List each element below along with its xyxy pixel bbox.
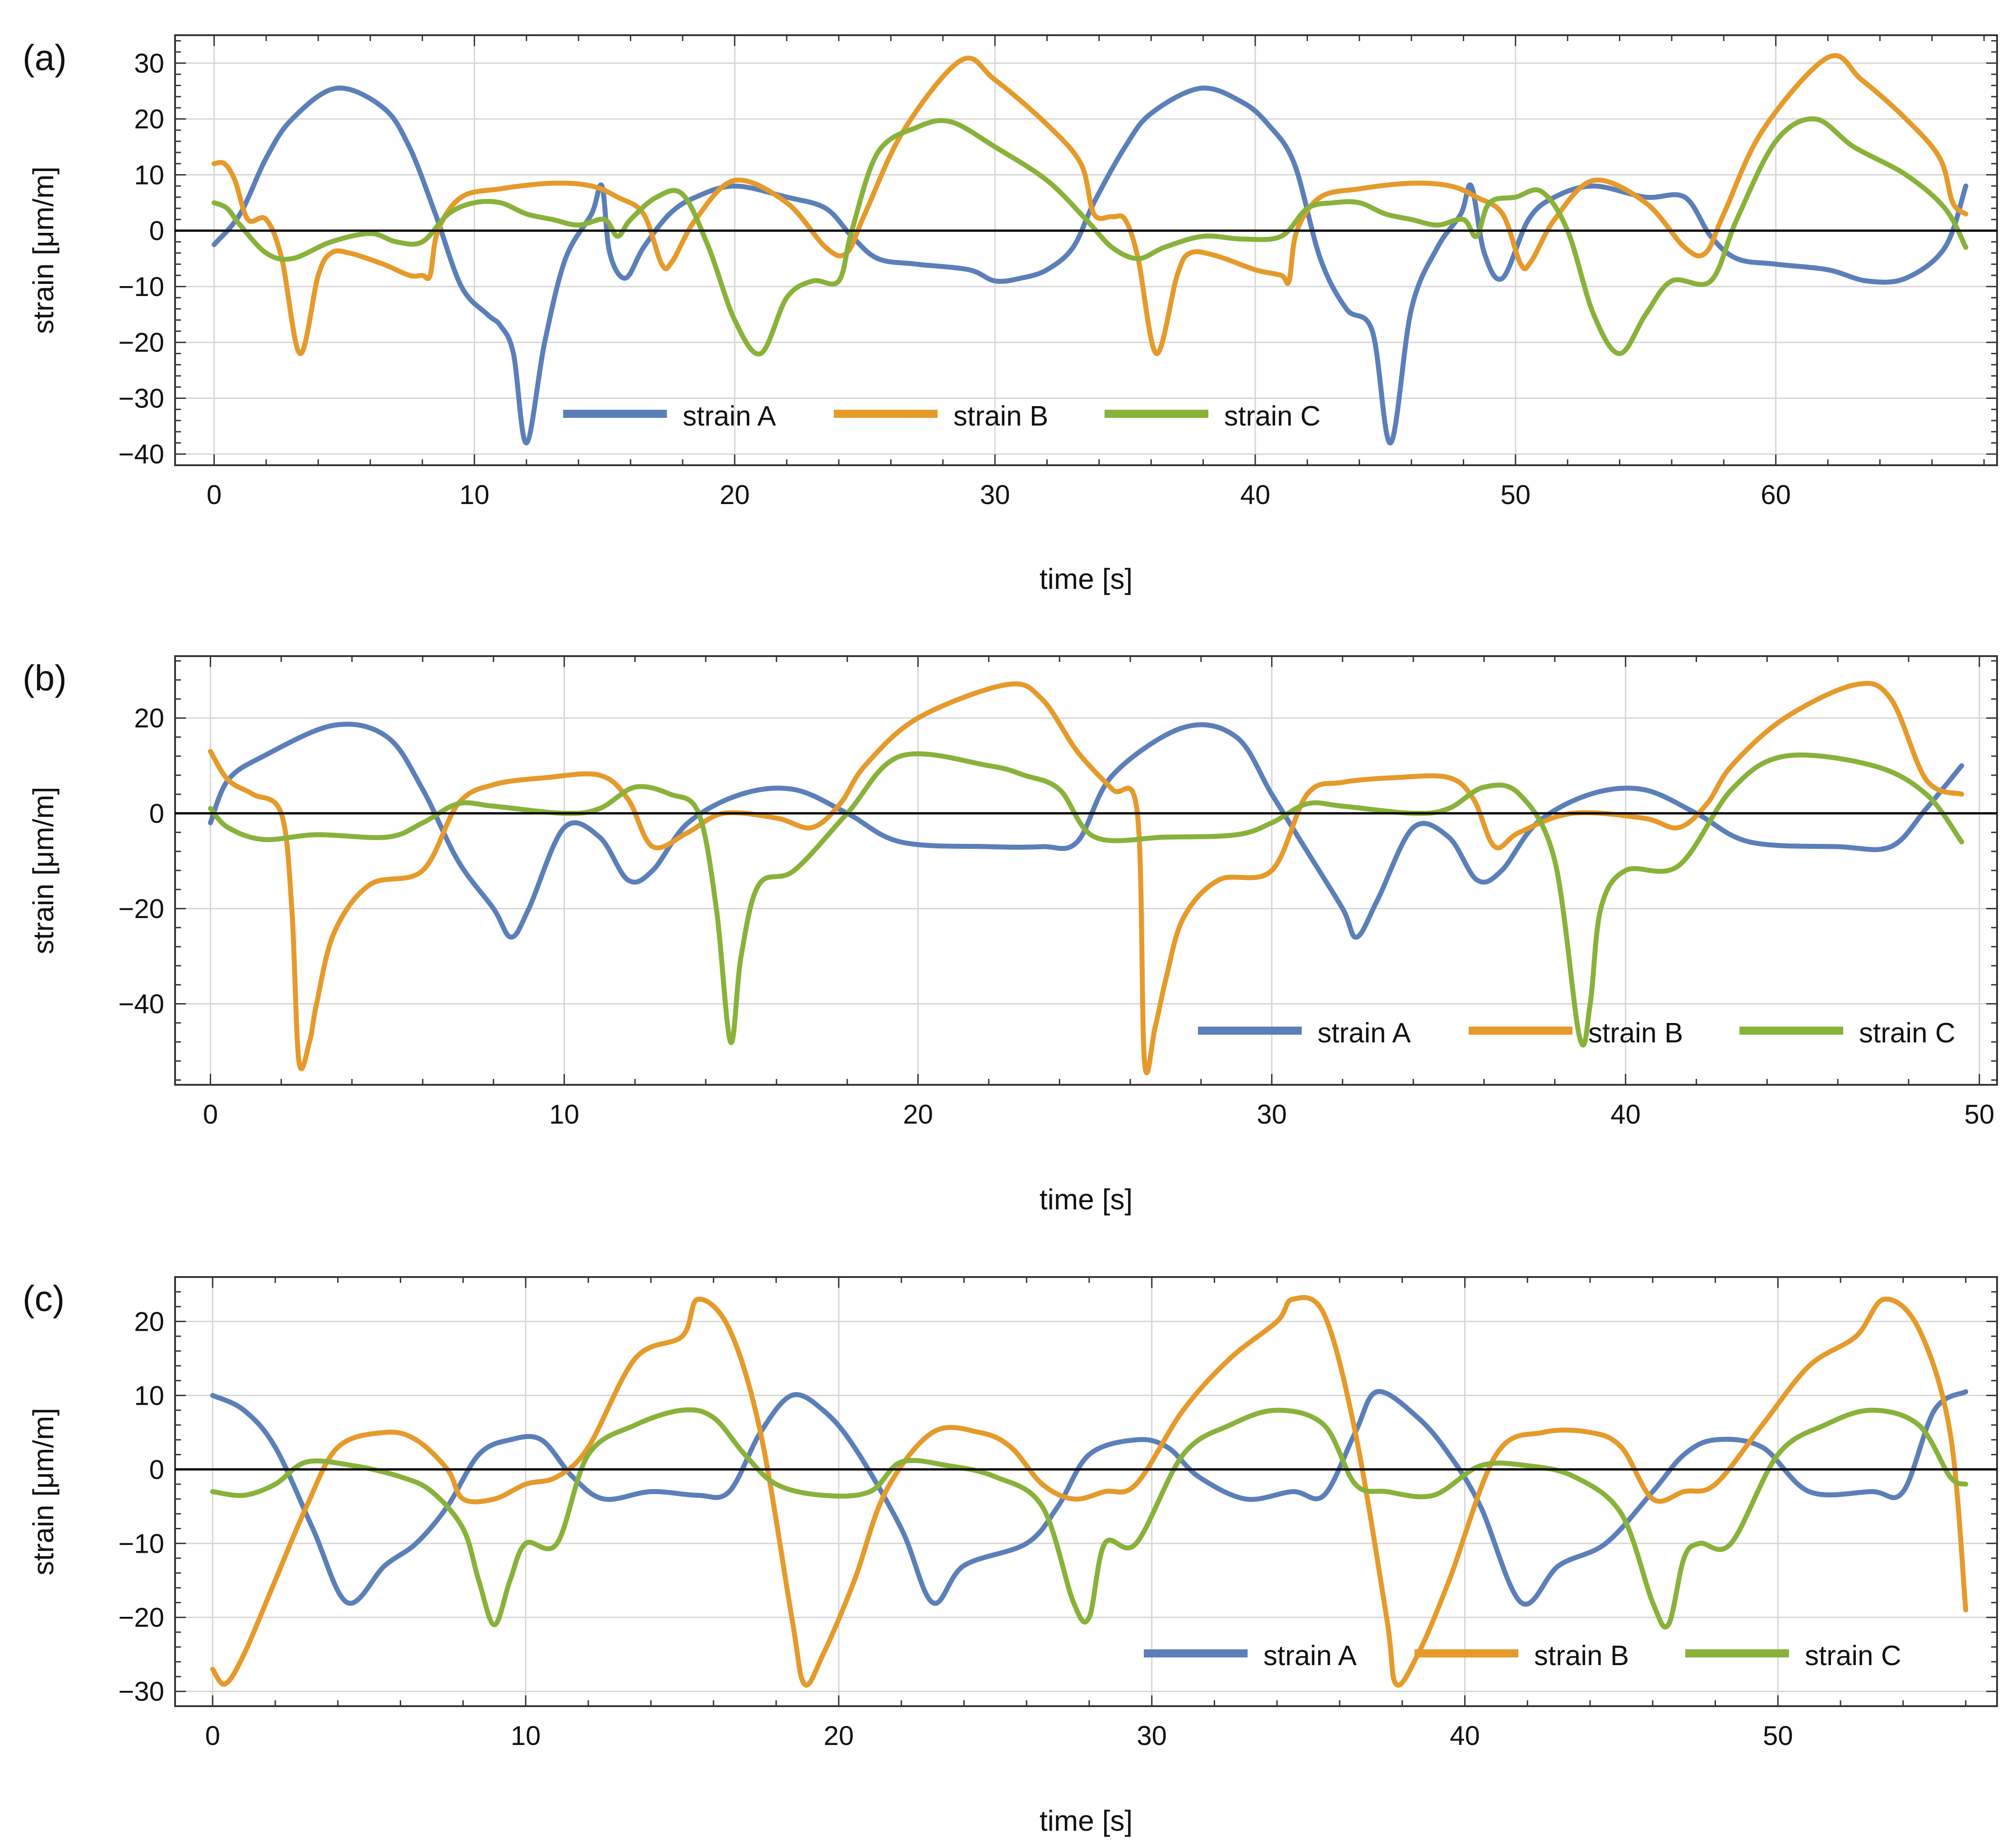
plot-frame xyxy=(174,34,1998,466)
x-tick-label: 50 xyxy=(1500,480,1530,510)
x-tick-label: 60 xyxy=(1761,480,1791,510)
plot-area xyxy=(175,656,1997,1085)
x-tick-label: 50 xyxy=(1763,1721,1793,1751)
y-axis-title: strain [μm/m] xyxy=(27,167,60,334)
y-tick-label: 20 xyxy=(134,1306,164,1337)
x-axis-title: time [s] xyxy=(1040,1183,1133,1216)
legend-label-strain-b: strain B xyxy=(953,401,1048,432)
y-tick-label: 20 xyxy=(134,703,164,733)
legend-label-strain-b: strain B xyxy=(1588,1018,1683,1049)
x-tick-label: 40 xyxy=(1610,1099,1641,1129)
x-axis-title: time [s] xyxy=(1040,563,1133,595)
x-tick-label: 10 xyxy=(549,1099,579,1129)
plot-frame xyxy=(174,1276,1998,1707)
panel-label: (a) xyxy=(23,37,67,78)
y-tick-label: −40 xyxy=(118,989,164,1019)
axis-ticks xyxy=(175,656,1997,1085)
x-tick-label: 40 xyxy=(1450,1721,1480,1751)
plot-area xyxy=(175,1277,1997,1706)
legend-label-strain-c: strain C xyxy=(1859,1018,1956,1049)
series-line-strain-c xyxy=(212,116,1969,356)
legend: strain A strain B strain C xyxy=(1144,1640,1901,1671)
legend-label-strain-a: strain A xyxy=(1318,1018,1411,1049)
x-tick-label: 30 xyxy=(1137,1721,1167,1751)
chart-panel-0: 0 10 20 30 40 50 60 −40 −30 −20 −10 0 10 20 30 strain A… xyxy=(23,34,1998,595)
series-line-strain-a xyxy=(212,85,1969,446)
series-line-strain-a xyxy=(210,1389,1969,1607)
x-tick-label: 40 xyxy=(1240,480,1271,510)
y-tick-label: 10 xyxy=(134,160,164,190)
plot-area xyxy=(175,35,1997,465)
y-tick-label: 0 xyxy=(149,1454,164,1485)
y-axis-title: strain [μm/m] xyxy=(27,787,60,954)
series-line-strain-c xyxy=(210,1407,1969,1630)
legend-label-strain-b: strain B xyxy=(1534,1640,1629,1671)
y-tick-label: −10 xyxy=(118,272,164,302)
y-axis-title: strain [μm/m] xyxy=(27,1408,60,1575)
y-tick-label: −20 xyxy=(118,1602,164,1633)
x-axis-title: time [s] xyxy=(1040,1805,1133,1837)
gridlines xyxy=(175,35,1997,465)
y-tick-label: −20 xyxy=(118,893,164,924)
panel-label: (c) xyxy=(23,1278,65,1319)
axis-ticks xyxy=(175,35,1997,466)
y-tick-label: −30 xyxy=(118,383,164,413)
y-tick-label: −40 xyxy=(118,439,164,469)
series-line-strain-b xyxy=(212,53,1969,356)
x-tick-label: 20 xyxy=(720,480,750,510)
x-tick-label: 0 xyxy=(203,1099,218,1129)
legend-label-strain-a: strain A xyxy=(683,401,776,432)
legend: strain A strain B strain C xyxy=(563,401,1321,432)
y-tick-label: 20 xyxy=(134,104,164,134)
y-tick-label: −10 xyxy=(118,1528,164,1559)
x-tick-label: 0 xyxy=(207,480,222,510)
legend-label-strain-c: strain C xyxy=(1224,401,1321,432)
x-tick-label: 10 xyxy=(459,480,490,510)
x-tick-label: 20 xyxy=(903,1099,933,1129)
x-tick-label: 0 xyxy=(205,1721,220,1751)
y-tick-label: 0 xyxy=(149,798,164,828)
y-tick-label: 30 xyxy=(134,48,164,79)
y-tick-label: 10 xyxy=(134,1380,164,1411)
y-tick-label: 0 xyxy=(149,216,164,246)
panel-label: (b) xyxy=(23,658,67,698)
series-line-strain-b xyxy=(210,1295,1969,1688)
series-lines xyxy=(210,1295,1969,1688)
x-tick-label: 50 xyxy=(1964,1099,1994,1129)
legend-label-strain-c: strain C xyxy=(1805,1640,1901,1671)
series-lines xyxy=(212,53,1969,446)
y-tick-label: −30 xyxy=(118,1676,164,1707)
y-tick-label: −20 xyxy=(118,328,164,358)
x-tick-label: 30 xyxy=(980,480,1010,510)
x-tick-label: 10 xyxy=(511,1721,541,1751)
legend: strain A strain B strain C xyxy=(1198,1018,1956,1049)
x-tick-label: 30 xyxy=(1257,1099,1287,1129)
x-tick-label: 20 xyxy=(824,1721,854,1751)
legend-label-strain-a: strain A xyxy=(1263,1640,1357,1671)
